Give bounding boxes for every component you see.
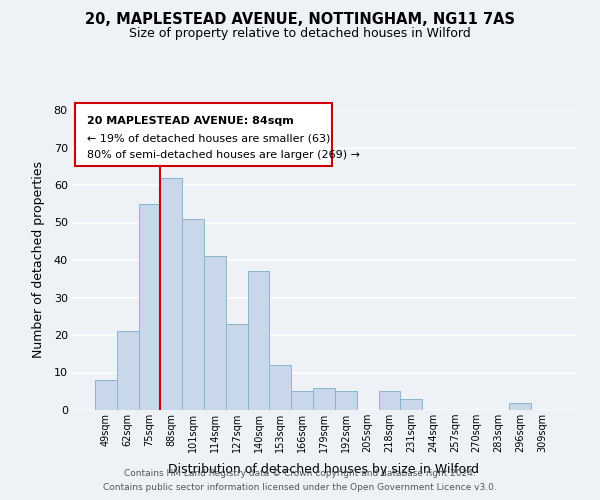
Text: 20, MAPLESTEAD AVENUE, NOTTINGHAM, NG11 7AS: 20, MAPLESTEAD AVENUE, NOTTINGHAM, NG11 …: [85, 12, 515, 28]
Bar: [379, 391, 400, 410]
Bar: [226, 324, 248, 410]
Bar: [182, 219, 204, 410]
Bar: [139, 204, 160, 410]
Bar: [269, 365, 291, 410]
Text: 20 MAPLESTEAD AVENUE: 84sqm: 20 MAPLESTEAD AVENUE: 84sqm: [87, 116, 294, 126]
Bar: [117, 331, 139, 410]
Text: Contains HM Land Registry data © Crown copyright and database right 2024.: Contains HM Land Registry data © Crown c…: [124, 468, 476, 477]
Text: Size of property relative to detached houses in Wilford: Size of property relative to detached ho…: [129, 28, 471, 40]
Bar: [160, 178, 182, 410]
Bar: [95, 380, 117, 410]
Bar: [335, 391, 357, 410]
Bar: [509, 402, 531, 410]
X-axis label: Distribution of detached houses by size in Wilford: Distribution of detached houses by size …: [169, 464, 479, 476]
Bar: [291, 391, 313, 410]
Text: 80% of semi-detached houses are larger (269) →: 80% of semi-detached houses are larger (…: [87, 150, 360, 160]
Bar: [248, 271, 269, 410]
Text: Contains public sector information licensed under the Open Government Licence v3: Contains public sector information licen…: [103, 484, 497, 492]
FancyBboxPatch shape: [74, 102, 332, 166]
Bar: [204, 256, 226, 410]
Bar: [400, 399, 422, 410]
Text: ← 19% of detached houses are smaller (63): ← 19% of detached houses are smaller (63…: [87, 133, 331, 143]
Y-axis label: Number of detached properties: Number of detached properties: [32, 162, 46, 358]
Bar: [313, 388, 335, 410]
